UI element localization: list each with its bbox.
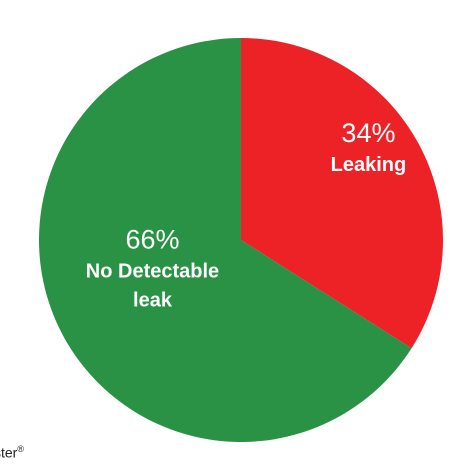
- footer-text: ster®: [0, 444, 24, 461]
- slice-value-label-0: 34%: [341, 118, 395, 148]
- slice-value-label-1: 66%: [125, 225, 179, 255]
- slice-category-label-1-line-1: leak: [133, 290, 173, 312]
- slice-category-label-1-line-0: No Detectable: [86, 261, 219, 283]
- pie-slice-1: [38, 38, 412, 442]
- pie-slice-0: [241, 38, 443, 349]
- slice-category-label-0-line-0: Leaking: [331, 154, 407, 176]
- footer-text-main: ster: [0, 444, 18, 461]
- registered-mark: ®: [17, 444, 24, 454]
